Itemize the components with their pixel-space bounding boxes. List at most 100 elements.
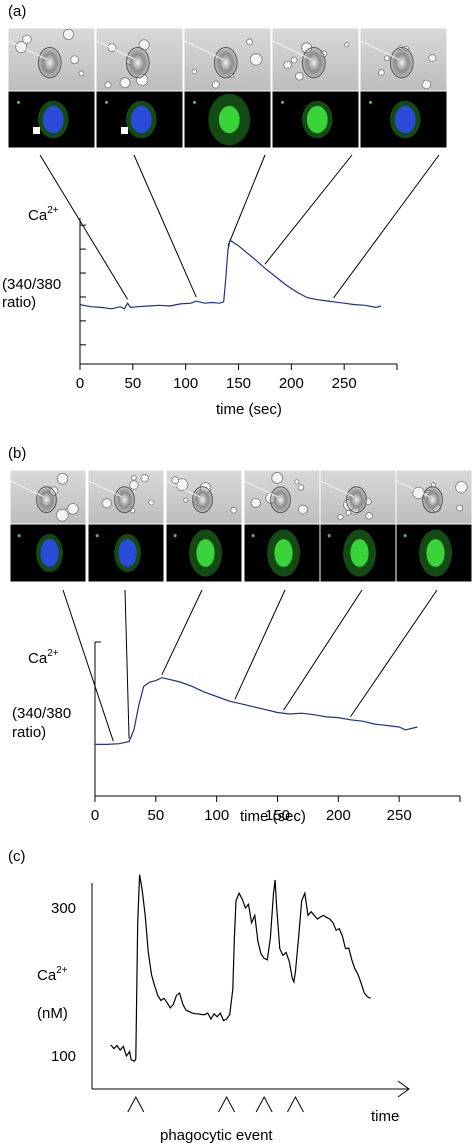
panel-a-xticks: 0 50 100 150 200 250 <box>76 364 398 392</box>
x-tick-label: 200 <box>326 807 351 824</box>
event-marker <box>255 1095 273 1113</box>
panel-a-fluor-frame <box>7 90 96 149</box>
x-tick-label: 250 <box>332 375 357 392</box>
panel-b-fluor-frame <box>9 523 87 583</box>
leader-line <box>161 589 203 675</box>
panel-b-fluor-frame <box>395 523 473 583</box>
panel-c-ylabel-units: (nM) <box>37 1005 68 1022</box>
leader-line <box>133 154 197 298</box>
panel-a-ylabel: Ca2+ <box>28 205 59 224</box>
panel-b-ylabel-units-1: (340/380 <box>12 705 71 722</box>
panel-a-leader-lines <box>39 154 440 300</box>
panel-b-fluor-frame <box>243 523 321 583</box>
x-tick-label: 200 <box>279 375 304 392</box>
event-marker <box>127 1095 145 1113</box>
panel-a-bead <box>33 127 40 134</box>
panel-a-phase-frame <box>359 27 448 92</box>
panel-b-fluor-frame <box>319 523 397 583</box>
panel-b-phase-frame <box>165 469 243 525</box>
panel-a-ylabel-sup: 2+ <box>47 205 59 216</box>
leader-line <box>39 154 128 300</box>
series-line <box>79 239 382 310</box>
panel-c-xlabel: time <box>371 1108 399 1125</box>
panel-b-chart: Ca2+ (340/380 ratio) 0 50 100 150 200 250 tim… <box>12 641 461 825</box>
series-line <box>95 677 418 746</box>
x-tick-label: 150 <box>265 807 290 824</box>
x-tick-label: 150 <box>226 375 251 392</box>
panel-b-series <box>95 677 418 746</box>
leader-line <box>264 154 353 265</box>
panel-a-chart: Ca2+ (340/380 ratio) 0 50 100 150 200 250 tim… <box>2 205 398 418</box>
leader-line <box>62 589 114 742</box>
x-tick-label: 250 <box>387 807 412 824</box>
event-marker <box>218 1095 236 1113</box>
panel-a-phase-frame <box>271 27 360 92</box>
panel-c-event-label: phagocytic event <box>160 1127 273 1143</box>
panel-c-chart: Ca2+ (nM) 100 300 time phagocytic event <box>37 874 410 1143</box>
leader-line <box>333 154 440 299</box>
panel-b-fluor-frame <box>87 523 165 583</box>
x-tick-label: 50 <box>124 375 141 392</box>
series-line <box>110 874 371 1062</box>
x-tick-label: 0 <box>76 375 84 392</box>
panel-c-ylabel: Ca2+ <box>37 965 68 984</box>
panel-b-ylabel-main: Ca <box>28 650 48 667</box>
panel-a-ylabel-main: Ca <box>28 207 48 224</box>
leader-line <box>283 589 363 711</box>
panel-b-xticks: 0 50 100 150 200 250 <box>91 796 461 824</box>
panel-c-yticks: 100 300 <box>51 900 76 1065</box>
panel-b-axes <box>94 641 460 797</box>
panel-b-ylabel-sup: 2+ <box>47 648 59 659</box>
panel-a-axes <box>79 218 397 365</box>
panel-b-phase-frame <box>87 469 165 525</box>
x-tick-label: 100 <box>204 807 229 824</box>
y-tick-label: 100 <box>51 1048 76 1065</box>
panel-b-phase-strip <box>9 469 473 525</box>
y-tick-label: 300 <box>51 900 76 917</box>
panel-a-fluor-strip <box>7 90 448 149</box>
panel-b-fluor-strip <box>9 523 473 583</box>
panel-a-phase-strip <box>7 27 448 92</box>
panel-b-ylabel: Ca2+ <box>28 648 59 667</box>
panel-c-ylabel-main: Ca <box>37 967 57 984</box>
panel-b-xlabel: time (sec) <box>240 808 306 825</box>
panel-a-series <box>79 239 382 310</box>
panel-b-leader-lines <box>62 589 438 742</box>
panel-a-micrographs <box>7 27 448 149</box>
panel-b-phase-frame <box>395 469 473 525</box>
panel-c-ylabel-sup: 2+ <box>56 965 68 976</box>
panel-b-micrographs <box>9 469 473 583</box>
panel-c-event-markers <box>127 1095 304 1113</box>
panel-b-phase-frame <box>9 469 87 525</box>
panel-a-ylabel-units-2: ratio) <box>2 294 36 311</box>
panel-c-axes <box>91 883 410 1098</box>
panel-a-phase-frame <box>7 27 96 92</box>
panel-b-label: (b) <box>8 445 26 462</box>
leader-line <box>350 589 438 718</box>
panel-a-xlabel: time (sec) <box>216 401 282 418</box>
panel-b-fluor-frame <box>165 523 243 583</box>
leader-line <box>234 589 286 700</box>
leader-line <box>227 154 266 247</box>
panel-a-bead <box>121 127 128 134</box>
panel-a-phase-frame <box>95 27 184 92</box>
x-tick-label: 0 <box>91 807 99 824</box>
panel-a-label: (a) <box>8 3 26 20</box>
panel-a-fluor-frame <box>359 90 448 149</box>
x-axis-arrow <box>397 1080 410 1098</box>
panel-a-ylabel-units-1: (340/380 <box>2 276 61 293</box>
x-tick-label: 100 <box>173 375 198 392</box>
panel-a-fluor-frame <box>271 90 360 149</box>
panel-b-phase-frame <box>243 469 321 525</box>
leader-line <box>124 589 130 739</box>
panel-c-label: (c) <box>8 848 26 865</box>
x-tick-label: 50 <box>147 807 164 824</box>
event-marker <box>287 1095 304 1113</box>
panel-a-fluor-frame <box>95 90 184 149</box>
panel-a-fluor-frame <box>183 90 272 149</box>
panel-b-phase-frame <box>319 469 397 525</box>
panel-a-phase-frame <box>183 27 272 92</box>
panel-b-ylabel-units-2: ratio) <box>12 724 46 741</box>
panel-c-series <box>110 874 371 1062</box>
